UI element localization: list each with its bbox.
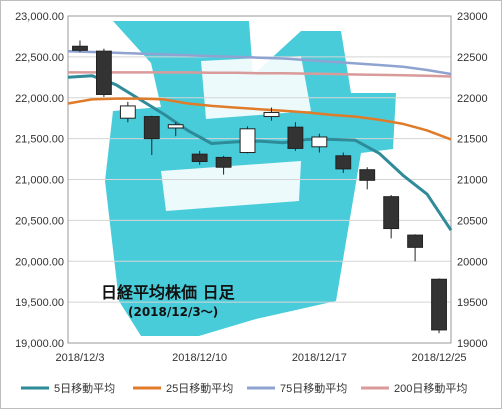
x-tick-label: 2018/12/3 [56,352,105,364]
candle [167,122,184,137]
y-tick-label-right: 22500 [457,52,488,64]
candle [335,152,352,173]
plot-border [67,15,452,344]
candle-body-down [359,169,376,181]
y-tick-label-left: 22,500.00 [15,52,64,64]
chart-subtitle: (2018/12/3〜) [128,305,218,319]
y-tick-label-left: 21,000.00 [15,175,64,187]
candle [72,40,88,52]
y-axis-right: 23000 22500 22000 21500 21000 20500 20000 19500… [457,11,488,350]
candle-body-down [215,156,232,168]
ma75-line [67,49,452,76]
y-tick-label-right: 21500 [457,134,488,146]
candle-body-down [431,278,447,331]
candle-body-down [191,153,208,163]
y-tick-label-left: 23,000.00 [15,11,64,23]
y-tick-label-left: 19,500.00 [15,297,64,309]
candle-body-down [143,116,160,140]
y-tick-label-right: 23000 [457,11,488,23]
y-tick-label-left: 19,000.00 [15,338,64,350]
candle-body-down [287,126,304,149]
legend-label: 25日移動平均 [166,381,233,395]
ma25-line [67,97,452,141]
candle-body-down [335,155,352,170]
candle [407,234,424,262]
watermark-shape [105,21,396,336]
legend-item: 5日移動平均 [21,381,115,395]
candle [263,107,280,121]
y-tick-label-left: 21,500.00 [15,134,64,146]
chart-title: 日経平均株価 日足 [101,283,236,302]
candle [359,167,376,190]
y-tick-label-right: 22000 [457,93,488,105]
candle-body-up [119,105,136,119]
y-tick-label-right: 20000 [457,256,488,268]
candles [72,40,447,334]
legend-label: 75日移動平均 [280,381,347,395]
candle-body-down [72,45,88,51]
candle-body-up [311,136,328,148]
y-tick-label-left: 20,000.00 [15,256,64,268]
legend-label: 5日移動平均 [54,381,115,395]
candle [95,48,112,97]
candle-body-down [383,196,400,230]
ma5-line [67,74,453,232]
candle [119,101,136,123]
watermark-cutout [161,56,311,211]
candle [431,278,447,334]
candle-body-down [95,50,112,95]
candle-body-down [407,234,424,248]
y-axis-left: 23,000.00 22,500.00 22,000.00 21,500.00 21,0… [15,11,64,350]
y-tick-label-right: 20500 [457,215,488,227]
candle [239,126,256,154]
x-tick-label: 2018/12/25 [412,352,467,364]
candle [287,122,304,151]
candle [311,133,328,153]
x-tick-label: 2018/12/17 [292,352,347,364]
candle-body-up [167,124,184,129]
legend-item: 25日移動平均 [133,381,233,395]
moving-average-lines [67,49,453,232]
legend-item: 75日移動平均 [247,381,347,395]
x-axis: 2018/12/3 2018/12/10 2018/12/17 2018/12/25 [56,352,467,364]
candle [215,155,232,175]
candle [383,195,400,239]
candle [143,115,160,155]
x-tick-label: 2018/12/10 [172,352,227,364]
legend-item: 200日移動平均 [361,381,467,395]
y-tick-label-left: 20,500.00 [15,215,64,227]
candle-body-up [239,128,256,154]
y-tick-label-right: 19500 [457,297,488,309]
candle [191,150,208,165]
legend: 5日移動平均 25日移動平均 75日移動平均 200日移動平均 [21,381,467,395]
legend-label: 200日移動平均 [394,381,467,395]
ma200-line [68,71,452,78]
candle-body-up [263,111,280,118]
y-tick-label-left: 22,000.00 [15,93,64,105]
y-tick-label-right: 21000 [457,175,488,187]
y-tick-label-right: 19000 [457,338,488,350]
